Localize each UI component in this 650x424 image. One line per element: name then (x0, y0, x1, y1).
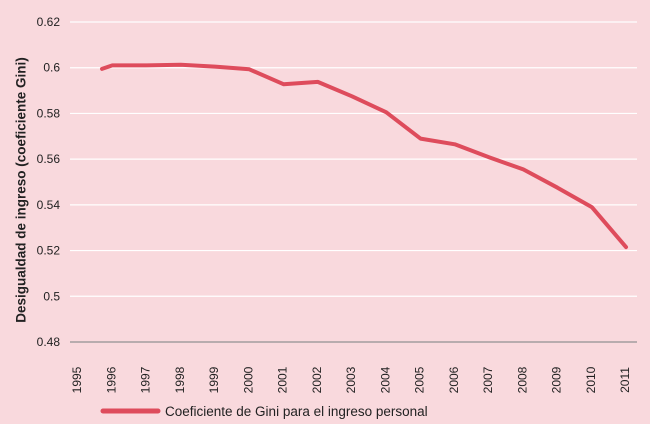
y-tick-label: 0.58 (37, 106, 61, 120)
grid-lines (70, 21, 637, 343)
x-tick-label: 1996 (104, 366, 118, 393)
series-layer (100, 62, 628, 250)
x-tick-label: 2011 (618, 367, 632, 393)
x-tick-label: 1998 (173, 366, 187, 393)
legend-label: Coeficiente de Gini para el ingreso pers… (165, 404, 428, 419)
y-tick-label: 0.56 (37, 152, 61, 166)
x-tick-label: 2009 (550, 366, 564, 393)
x-tick-label: 2002 (310, 366, 324, 393)
legend: Coeficiente de Gini para el ingreso pers… (100, 404, 428, 419)
x-tick-label: 1995 (70, 366, 84, 393)
x-tick-label: 2006 (447, 366, 461, 393)
x-tick-label: 1997 (139, 366, 153, 393)
x-tick-label: 2000 (241, 366, 255, 393)
x-tick-label: 2005 (413, 366, 427, 393)
x-tick-label: 2004 (378, 366, 392, 393)
y-tick-label: 0.54 (37, 198, 61, 212)
x-tick-label: 2001 (276, 366, 290, 393)
y-tick-labels: 0.62 0.6 0.58 0.56 0.54 0.52 0.5 0.48 (37, 15, 61, 349)
y-tick-label: 0.5 (43, 289, 60, 303)
series-line (100, 62, 628, 250)
y-tick-label: 0.48 (37, 335, 61, 349)
y-tick-label: 0.62 (37, 15, 61, 29)
x-tick-label: 2010 (584, 366, 598, 393)
x-tick-label: 2008 (515, 366, 529, 393)
x-tick-label: 2007 (481, 366, 495, 393)
x-tick-labels: 1995 1996 1997 1998 1999 2000 2001 2002 2003 2004… (70, 366, 632, 393)
y-tick-label: 0.6 (43, 61, 60, 75)
x-tick-label: 2003 (344, 366, 358, 393)
x-tick-label: 1999 (207, 366, 221, 393)
y-tick-label: 0.52 (37, 244, 61, 258)
y-axis-title: Desigualdad de ingreso (coeficiente Gini… (14, 57, 29, 323)
